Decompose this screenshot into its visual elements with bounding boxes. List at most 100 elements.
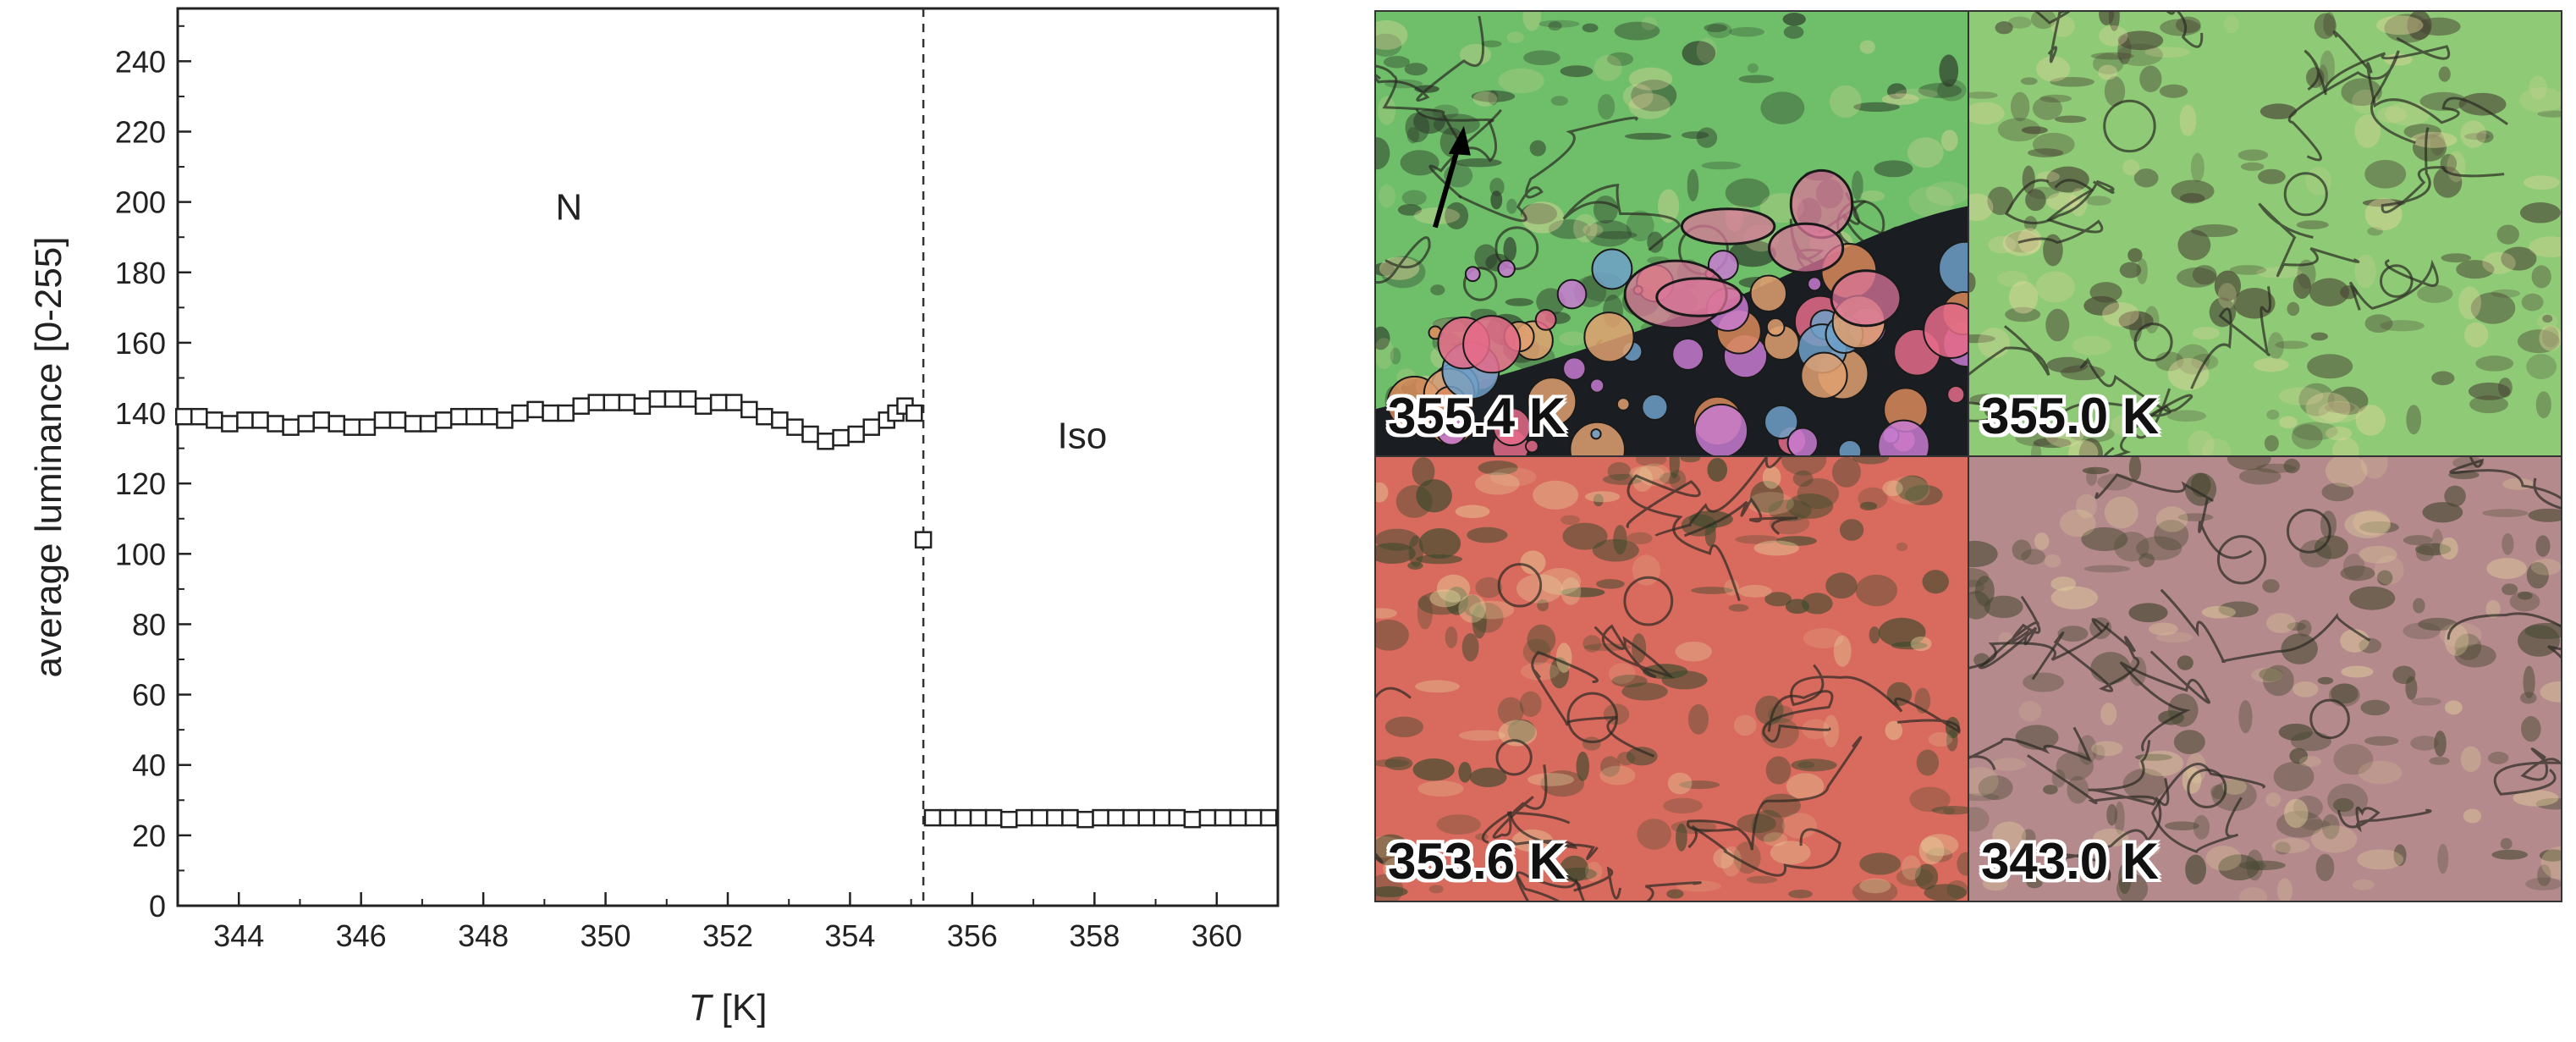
y-tick-label: 120 — [115, 466, 166, 501]
data-point — [419, 415, 438, 433]
x-tick-label: 350 — [581, 918, 631, 953]
data-point — [771, 411, 789, 429]
data-point — [404, 415, 422, 433]
data-point — [633, 397, 652, 415]
y-tick-label: 140 — [115, 396, 166, 431]
data-point — [481, 407, 498, 426]
data-point — [312, 411, 330, 429]
data-point — [434, 411, 453, 429]
data-point — [914, 531, 933, 549]
data-point — [1076, 810, 1094, 829]
phase-label: Iso — [1058, 416, 1108, 457]
data-point — [905, 404, 923, 422]
data-point — [724, 394, 743, 411]
data-point — [1016, 808, 1033, 827]
y-tick-label: 20 — [132, 819, 166, 853]
micrograph-panel: 353.6 K — [1376, 457, 1968, 901]
data-point — [251, 411, 269, 429]
data-point — [526, 400, 544, 419]
data-point — [786, 418, 804, 436]
data-point — [999, 810, 1018, 829]
data-point — [1168, 808, 1186, 827]
data-point — [496, 411, 514, 429]
data-point — [984, 808, 1003, 827]
data-point — [801, 425, 819, 444]
data-point — [663, 390, 682, 408]
micrograph-panel: 343.0 K — [1969, 457, 2561, 901]
data-point — [679, 390, 697, 408]
data-point — [358, 418, 377, 436]
y-tick-label: 80 — [132, 607, 166, 642]
data-point — [174, 407, 193, 426]
micrograph-grid: 355.4 K 355.0 K 353.6 K 343.0 K — [1374, 10, 2562, 902]
texture-image — [1376, 12, 1968, 455]
x-axis-ticks: 344 346 348 350 352 354 356 358 360 — [177, 892, 1279, 953]
data-point — [343, 418, 361, 436]
y-tick-label: 0 — [149, 889, 166, 923]
data-point — [1153, 808, 1171, 827]
x-tick-label: 346 — [336, 918, 387, 953]
data-point — [465, 407, 483, 426]
data-point — [938, 808, 957, 827]
data-point — [297, 415, 315, 433]
data-point — [648, 390, 667, 408]
data-point — [190, 407, 208, 426]
temperature-label: 353.6 K — [1388, 833, 1566, 890]
texture-image — [1969, 457, 2561, 901]
data-point — [1214, 808, 1232, 827]
data-point — [1107, 808, 1125, 827]
data-point — [572, 397, 590, 415]
y-tick-label: 240 — [115, 44, 166, 79]
data-point — [557, 404, 575, 422]
data-point — [511, 404, 529, 422]
data-point — [817, 433, 834, 450]
data-point — [954, 808, 972, 827]
data-point — [1092, 808, 1109, 827]
data-point — [969, 808, 988, 827]
data-point — [1244, 808, 1263, 827]
y-tick-label: 160 — [115, 326, 166, 361]
micrograph-panel: 355.0 K — [1969, 12, 2561, 455]
x-tick-label: 352 — [702, 918, 753, 953]
arrow-icon — [1433, 125, 1471, 229]
data-point — [221, 415, 239, 433]
x-axis-title: T [K] — [689, 987, 768, 1028]
x-tick-label: 348 — [458, 918, 509, 953]
data-point — [1046, 808, 1064, 827]
data-point — [328, 415, 346, 433]
region-labels: N Iso — [555, 186, 1107, 456]
y-tick-label: 200 — [115, 185, 166, 220]
data-point — [694, 397, 713, 415]
data-point — [1229, 808, 1247, 827]
data-point — [603, 394, 621, 411]
x-tick-label: 356 — [947, 918, 998, 953]
data-point — [373, 411, 392, 429]
y-tick-label: 100 — [115, 537, 166, 571]
data-point — [618, 394, 636, 411]
data-point — [1031, 808, 1049, 827]
y-tick-label: 220 — [115, 114, 166, 149]
data-point — [740, 400, 758, 419]
data-point — [923, 808, 942, 827]
y-tick-label: 60 — [132, 678, 166, 713]
data-markers — [174, 390, 1278, 829]
micrograph-panel: 355.4 K — [1376, 12, 1968, 455]
data-point — [542, 404, 559, 422]
data-point — [847, 425, 865, 444]
temperature-label: 355.4 K — [1388, 388, 1566, 444]
y-axis-title: average luminance [0-255] — [28, 237, 69, 678]
y-axis-ticks: 0 20 40 60 80 100 120 140 160 180 200 220 240 — [115, 25, 191, 923]
data-point — [236, 411, 254, 429]
data-point — [388, 411, 407, 429]
temperature-label: 343.0 K — [1981, 833, 2160, 890]
data-point — [1198, 808, 1217, 827]
data-point — [587, 394, 605, 411]
data-point — [709, 394, 728, 411]
x-tick-label: 354 — [824, 918, 875, 953]
data-point — [832, 428, 850, 447]
data-point — [1061, 808, 1079, 827]
data-point — [449, 407, 468, 426]
temperature-label: 355.0 K — [1981, 388, 2160, 444]
luminance-chart: 344 346 348 350 352 354 356 358 360 0 20 40 60 80 100… — [28, 7, 1280, 1028]
data-point — [282, 418, 300, 436]
